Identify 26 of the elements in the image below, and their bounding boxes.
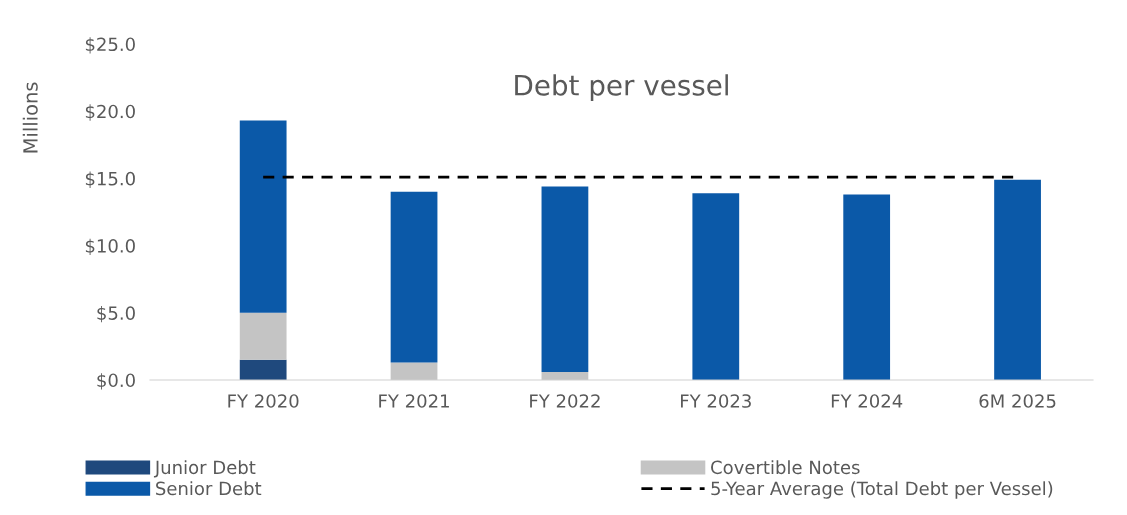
x-tick-label: FY 2023 xyxy=(681,394,751,408)
text: Debt per vessel xyxy=(515,74,728,102)
x-tick-label: FY 2020 xyxy=(228,394,299,408)
legend-label: Senior Debt xyxy=(156,481,262,496)
bar xyxy=(390,191,438,363)
bar xyxy=(843,194,891,380)
y-tick-label: $20.0 xyxy=(85,104,135,121)
y-tick-label: $0.0 xyxy=(97,373,135,390)
x-tick-label: FY 2022 xyxy=(530,394,600,408)
y-tick-label: $5.0 xyxy=(97,305,135,323)
x-tick-label: FY 2021 xyxy=(379,394,449,408)
y-tick-label: $10.0 xyxy=(85,238,135,256)
bar xyxy=(239,312,287,360)
bar xyxy=(692,193,740,380)
bar xyxy=(239,359,287,380)
x-tick-label: FY 2024 xyxy=(831,394,903,408)
x-tick-label: 6M 2025 xyxy=(979,394,1056,408)
legend-label: Covertible Notes xyxy=(711,460,860,475)
y-tick-label: $25.0 xyxy=(85,37,135,54)
bar xyxy=(994,179,1041,380)
bar xyxy=(541,186,589,372)
legend-label: 5-Year Average (Total Debt per Vessel) xyxy=(711,481,1053,499)
y-tick-label: $15.0 xyxy=(85,171,135,188)
y-axis-title: Millions xyxy=(22,82,38,153)
legend-label: Junior Debt xyxy=(153,460,256,478)
bar xyxy=(239,120,287,313)
